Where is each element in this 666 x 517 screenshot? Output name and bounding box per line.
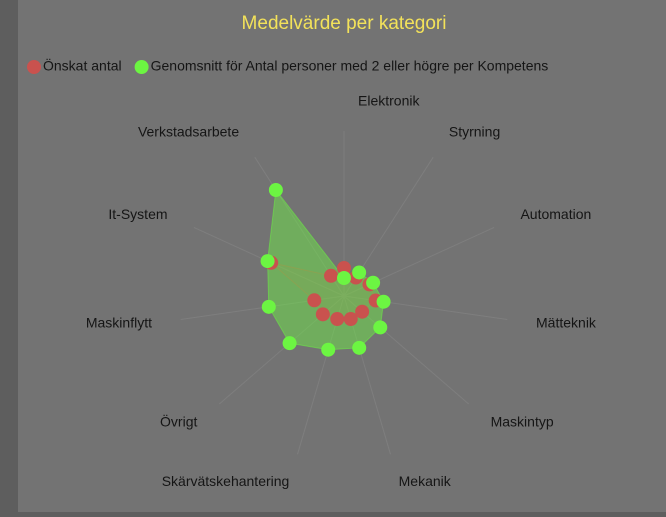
axis-label: It-System [108,206,167,222]
data-point [324,268,339,283]
data-point [355,304,370,319]
data-point [366,275,381,290]
legend-label: Önskat antal [43,57,122,74]
axis-label: Automation [520,206,591,222]
legend-marker [27,60,41,74]
data-point [337,271,351,285]
legend-label: Genomsnitt för Antal personer med 2 elle… [151,58,549,74]
data-point [337,261,351,275]
data-point [321,342,336,357]
data-point [373,320,388,335]
data-point [261,299,276,314]
chart-title: Medelvärde per kategori [242,13,447,34]
data-point [282,336,297,351]
data-point [268,183,283,198]
data-point [307,293,322,308]
axis-label: Övrigt [160,413,197,430]
data-point [343,312,358,327]
panel [18,0,666,512]
data-point [352,265,367,280]
legend-marker [134,60,149,74]
data-point [376,294,391,309]
axis-label: Skärvätskehantering [162,473,290,489]
axis-label: Maskinflytt [86,314,152,330]
axis-label: Maskintyp [491,414,554,430]
axis-label: Mekanik [399,473,452,489]
data-point [352,340,367,355]
data-point [260,254,275,269]
axis-label: Verkstadsarbete [138,123,239,139]
axis-label: Elektronik [358,93,420,109]
axis-label: Mätteknik [536,314,597,330]
axis-label: Styrning [449,123,500,139]
data-point [330,312,345,327]
data-point [315,307,330,322]
